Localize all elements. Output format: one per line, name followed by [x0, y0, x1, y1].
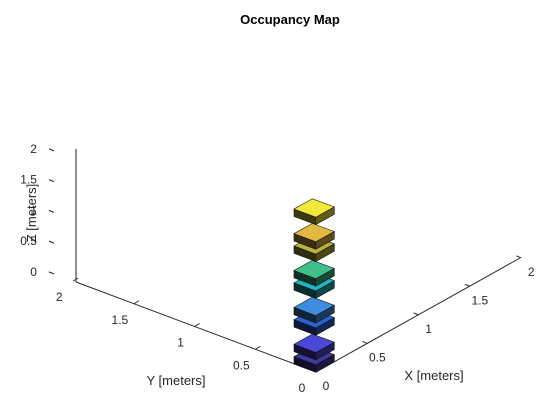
x-axis-label: X [meters] [404, 368, 463, 383]
z-axis-label: Z [meters] [24, 184, 39, 243]
voxel-point [293, 223, 336, 250]
x-ticks: 0 0.5 1 1.5 2 [310, 255, 535, 393]
voxel-point [293, 198, 336, 226]
y-tick-mark [72, 277, 79, 282]
y-axis-label: Y [meters] [146, 373, 205, 388]
y-tick-label: 0 [299, 381, 306, 395]
x-tick-label: 1 [425, 322, 432, 336]
x-tick-label: 2 [528, 265, 535, 279]
voxel-points [293, 198, 336, 373]
x-tick-mark [464, 283, 471, 287]
y-ticks: 0 0.5 1 1.5 2 [56, 277, 322, 395]
x-tick-label: 0.5 [369, 350, 386, 364]
y-tick-mark [194, 323, 200, 327]
x-tick-label: 0 [323, 379, 330, 393]
z-tick-label: 0.5 [20, 234, 37, 248]
y-tick-mark [255, 345, 261, 350]
y-tick-label: 2 [56, 290, 63, 304]
z-tick-label: 0 [30, 265, 37, 279]
voxel-point [293, 333, 336, 361]
z-tick-label: 2 [30, 142, 37, 156]
x-tick-mark [413, 312, 419, 316]
z-tick-label: 1 [30, 203, 37, 217]
x-tick-label: 1.5 [472, 293, 489, 307]
x-tick-mark [362, 340, 368, 344]
x-tick-mark [516, 255, 522, 259]
y-tick-label: 0.5 [233, 358, 250, 372]
voxel-top [293, 198, 336, 218]
z-tick-mark [48, 148, 55, 152]
z-tick-label: 1.5 [20, 173, 37, 187]
z-tick-mark [48, 271, 55, 275]
y-tick-label: 1 [177, 336, 184, 350]
chart-title: Occupancy Map [240, 12, 340, 27]
z-ticks: 0 0.5 1 1.5 2 [20, 142, 55, 279]
axes-lines [75, 149, 521, 373]
voxel-point [293, 259, 336, 287]
z-tick-mark [48, 209, 55, 213]
z-tick-mark [48, 240, 55, 244]
y-axis-line [75, 281, 317, 373]
y-tick-label: 1.5 [112, 313, 129, 327]
z-tick-mark [48, 179, 55, 183]
y-tick-mark [133, 300, 140, 305]
